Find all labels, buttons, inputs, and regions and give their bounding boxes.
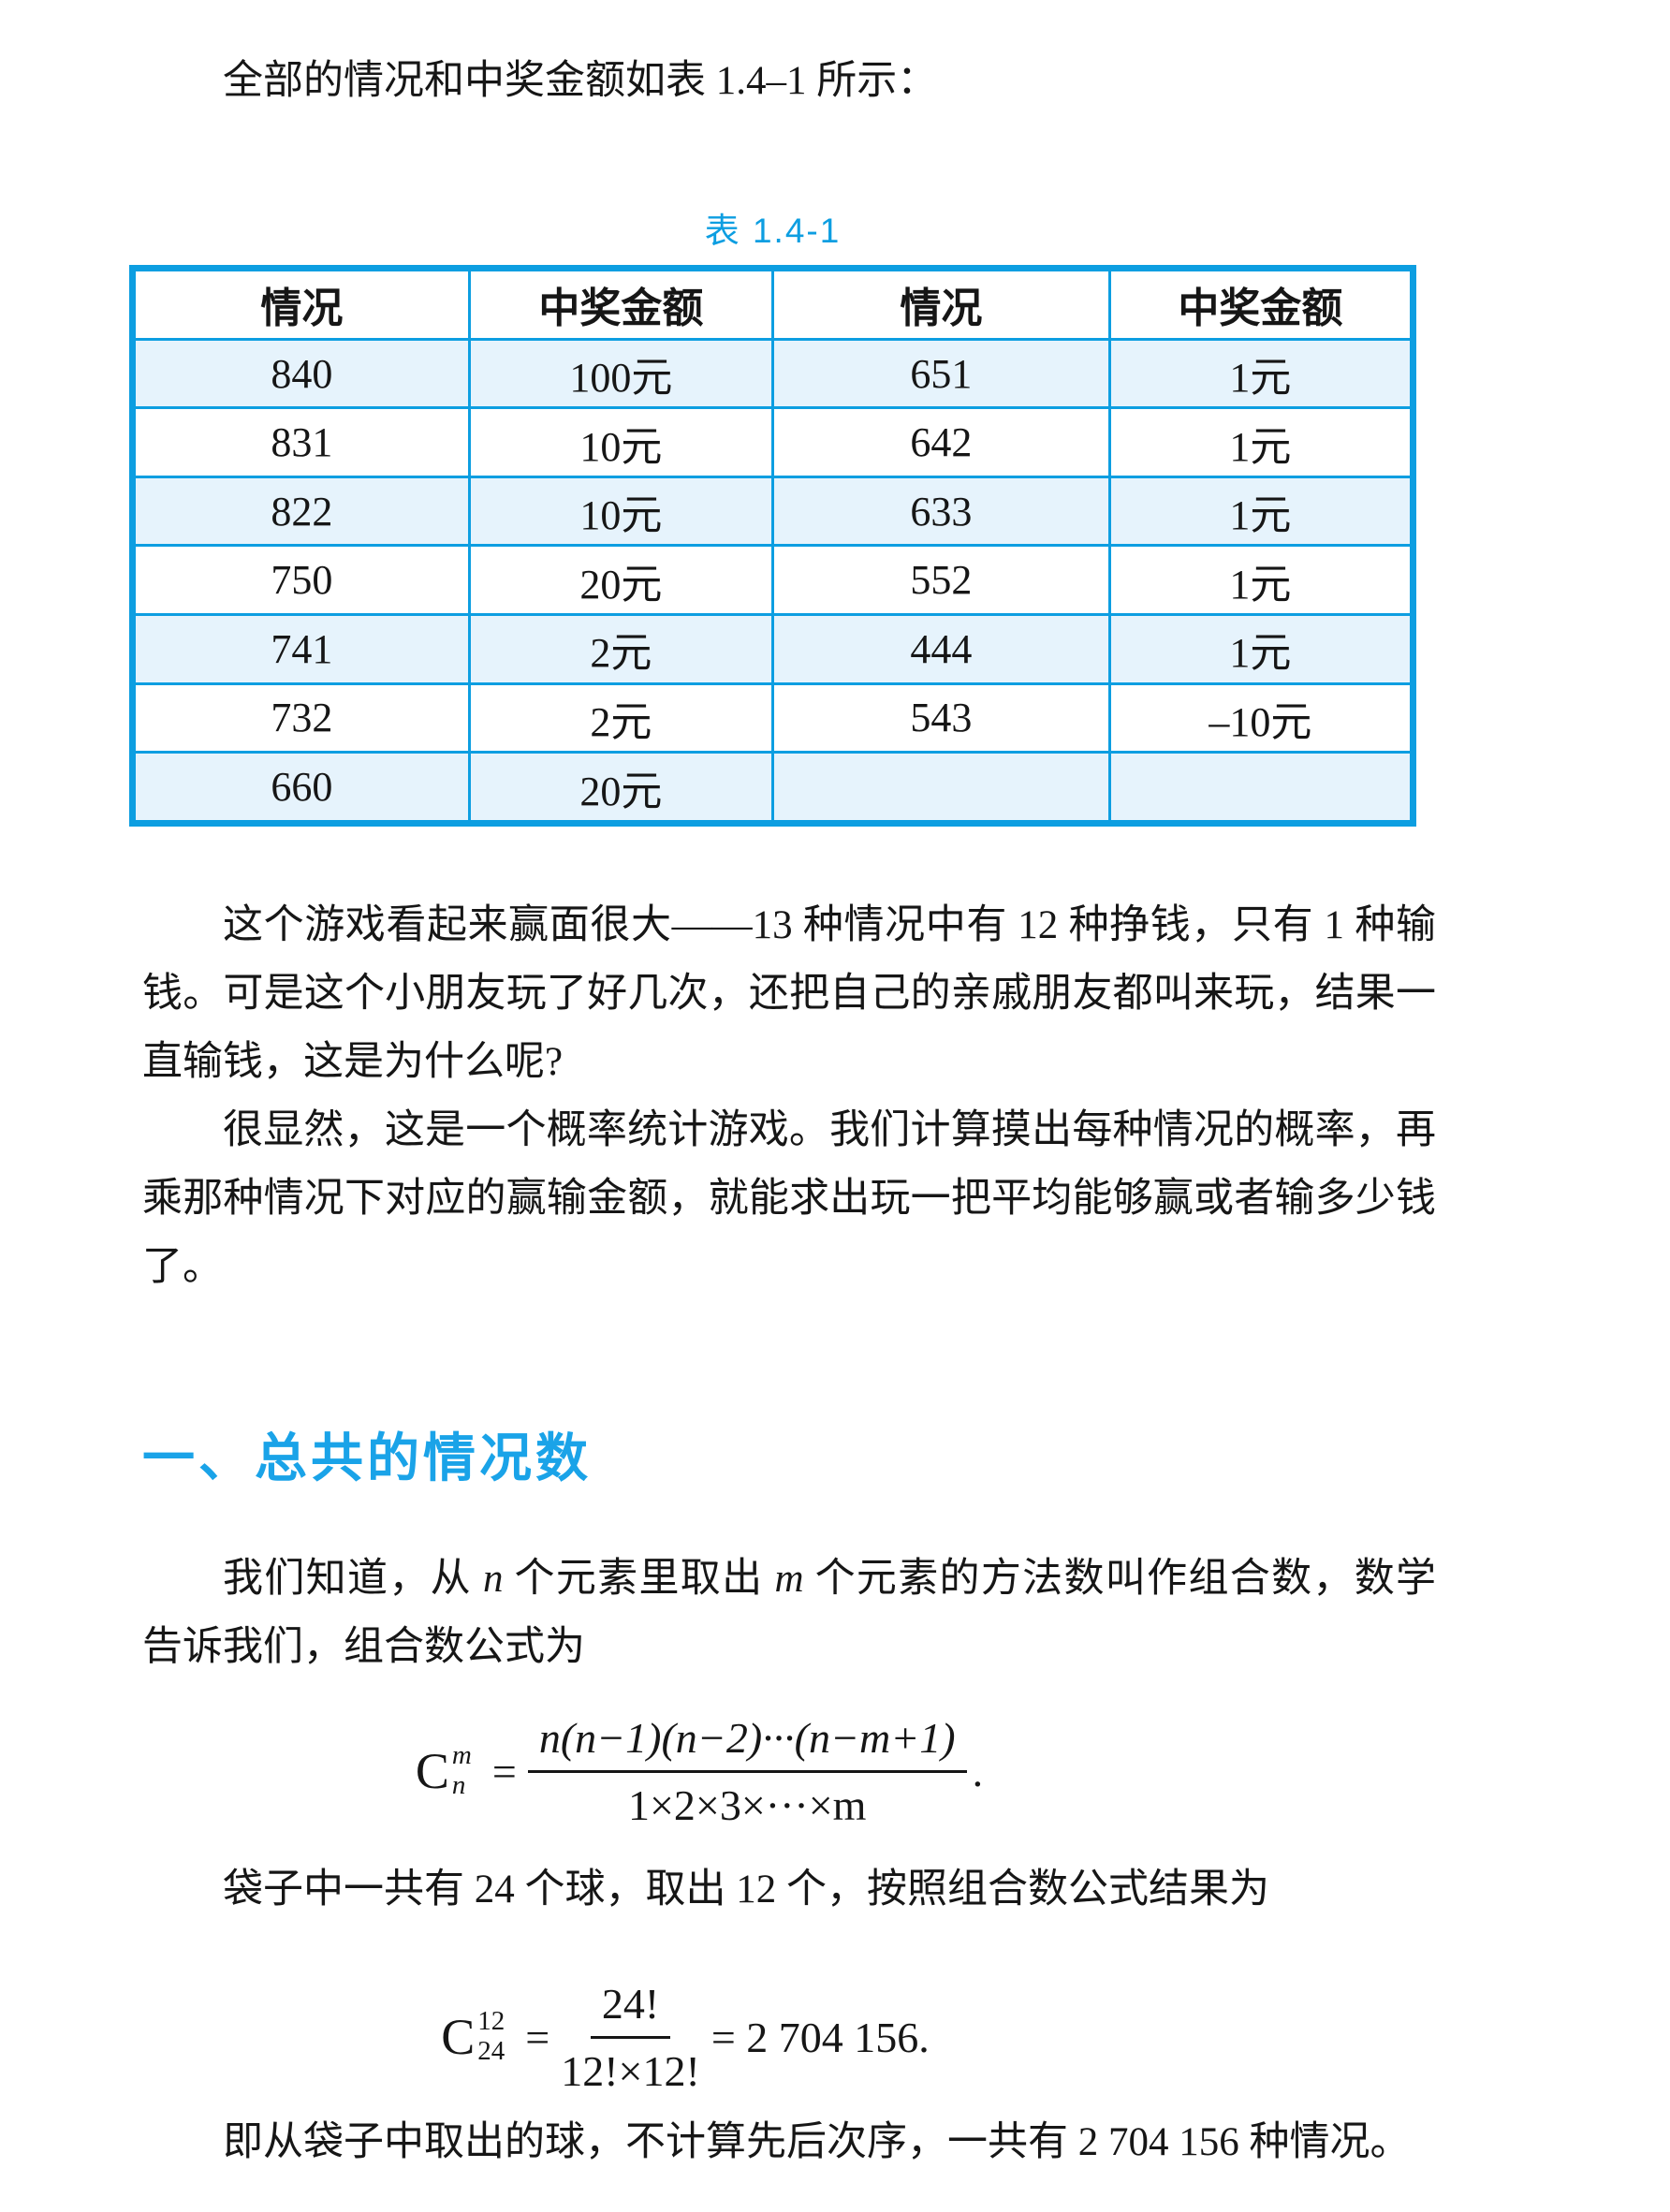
formula-superscript: 12 <box>477 2006 505 2037</box>
formula-subscript: n <box>451 1770 466 1800</box>
table-cell: 633 <box>770 475 1111 548</box>
variable-n: n <box>482 1557 504 1601</box>
table-cell: 2元 <box>467 681 774 754</box>
p3-text-1: 我们知道，从 <box>223 1557 483 1601</box>
fraction: n(n−1)(n−2)···(n−m+1) 1×2×3×···×m <box>527 1713 967 1830</box>
table-row: 660 20元 <box>131 751 1415 825</box>
paragraph-conclusion: 即从袋子中取出的球，不计算先后次序，一共有 2 704 156 种情况。 <box>223 2120 1411 2164</box>
table-row: 750 20元 552 1元 <box>131 544 1415 617</box>
header-cell-situation-2: 情况 <box>770 267 1111 341</box>
table-cell: 543 <box>770 681 1111 754</box>
p3-text-3: 个元素的方法数叫作组合数，数学告诉我们，组合数公式为 <box>142 1557 1437 1669</box>
table-cell: 1元 <box>1107 475 1415 548</box>
header-cell-prize-1: 中奖金额 <box>467 267 774 341</box>
fraction-numerator: 24! <box>590 1979 671 2039</box>
table-cell: 1元 <box>1107 406 1415 478</box>
combination-formula-general: C m n = n(n−1)(n−2)···(n−m+1) 1×2×3×···×… <box>142 1706 1256 1837</box>
table-caption: 表 1.4-1 <box>704 212 842 250</box>
equals-sign: = <box>491 1747 517 1795</box>
table-cell: 750 <box>131 544 471 617</box>
table-cell: 20元 <box>467 751 774 825</box>
combination-formula-numeric: C 12 24 = 24! 12!×12! = 2 704 156. <box>142 1971 1228 2102</box>
table-cell: 642 <box>770 406 1111 478</box>
fraction-denominator: 12!×12! <box>561 2046 700 2095</box>
formula-c-symbol: C <box>441 2009 476 2065</box>
table-cell <box>770 751 1111 825</box>
table-cell: 2元 <box>467 613 774 685</box>
section-heading: 一、总共的情况数 <box>142 1428 592 1487</box>
table-cell: 651 <box>770 337 1111 410</box>
table-cell: 732 <box>131 681 471 754</box>
paragraph-game-analysis: 这个游戏看起来赢面很大——13 种情况中有 12 种挣钱，只有 1 种输钱。可是… <box>142 903 1436 1084</box>
table-cell <box>1107 751 1415 825</box>
table-cell: 741 <box>131 613 471 685</box>
variable-m: m <box>774 1557 804 1601</box>
table-cell: 660 <box>131 751 471 825</box>
table-cell: 20元 <box>467 544 774 617</box>
formula-result: = 2 704 156. <box>710 2013 930 2061</box>
table-row: 831 10元 642 1元 <box>131 406 1415 478</box>
table-cell: 100元 <box>467 337 774 410</box>
table-cell: 10元 <box>467 475 774 548</box>
p3-text-2: 个元素里取出 <box>503 1557 775 1601</box>
table-row: 741 2元 444 1元 <box>131 613 1415 685</box>
table-cell: 552 <box>770 544 1111 617</box>
table-row: 732 2元 543 –10元 <box>131 681 1415 754</box>
table-cell: 1元 <box>1107 544 1415 617</box>
intro-paragraph: 全部的情况和中奖金额如表 1.4–1 所示： <box>223 59 938 103</box>
equals-sign: = <box>525 2013 550 2061</box>
formula-c-symbol: C <box>415 1743 449 1799</box>
table-cell: 1元 <box>1107 613 1415 685</box>
formula-period: . <box>972 1747 984 1795</box>
prize-table: 情况 中奖金额 情况 中奖金额 840 100元 651 1元 831 10元 … <box>129 265 1416 827</box>
table-header-row: 情况 中奖金额 情况 中奖金额 <box>131 267 1415 341</box>
fraction-denominator: 1×2×3×···×m <box>627 1780 867 1829</box>
body-paragraphs: 这个游戏看起来赢面很大——13 种情况中有 12 种挣钱，只有 1 种输钱。可是… <box>142 891 1436 1301</box>
paragraph-combination-intro: 我们知道，从 n 个元素里取出 m 个元素的方法数叫作组合数，数学告诉我们，组合… <box>142 1545 1436 1681</box>
header-cell-situation-1: 情况 <box>131 267 471 341</box>
table-cell: 1元 <box>1107 337 1415 410</box>
table-cell: 822 <box>131 475 471 548</box>
table-cell: 831 <box>131 406 471 478</box>
fraction: 24! 12!×12! <box>561 1979 700 2096</box>
prize-table-wrapper: 情况 中奖金额 情况 中奖金额 840 100元 651 1元 831 10元 … <box>129 265 1416 827</box>
header-cell-prize-2: 中奖金额 <box>1107 267 1415 341</box>
formula-subscript: 24 <box>477 2036 505 2066</box>
paragraph-24-balls: 袋子中一共有 24 个球，取出 12 个，按照组合数公式结果为 <box>223 1868 1269 1912</box>
table-cell: 444 <box>770 613 1111 685</box>
table-cell: –10元 <box>1107 681 1415 754</box>
paragraph-probability-intro: 很显然，这是一个概率统计游戏。我们计算摸出每种情况的概率，再乘那种情况下对应的赢… <box>142 1108 1436 1289</box>
table-row: 822 10元 633 1元 <box>131 475 1415 548</box>
table-cell: 10元 <box>467 406 774 478</box>
formula-superscript: m <box>451 1740 472 1771</box>
table-row: 840 100元 651 1元 <box>131 337 1415 410</box>
formula-scripts: 12 24 <box>477 2006 505 2067</box>
fraction-numerator: n(n−1)(n−2)···(n−m+1) <box>527 1713 967 1773</box>
table-cell: 840 <box>131 337 471 410</box>
formula-scripts: m n <box>451 1740 472 1801</box>
